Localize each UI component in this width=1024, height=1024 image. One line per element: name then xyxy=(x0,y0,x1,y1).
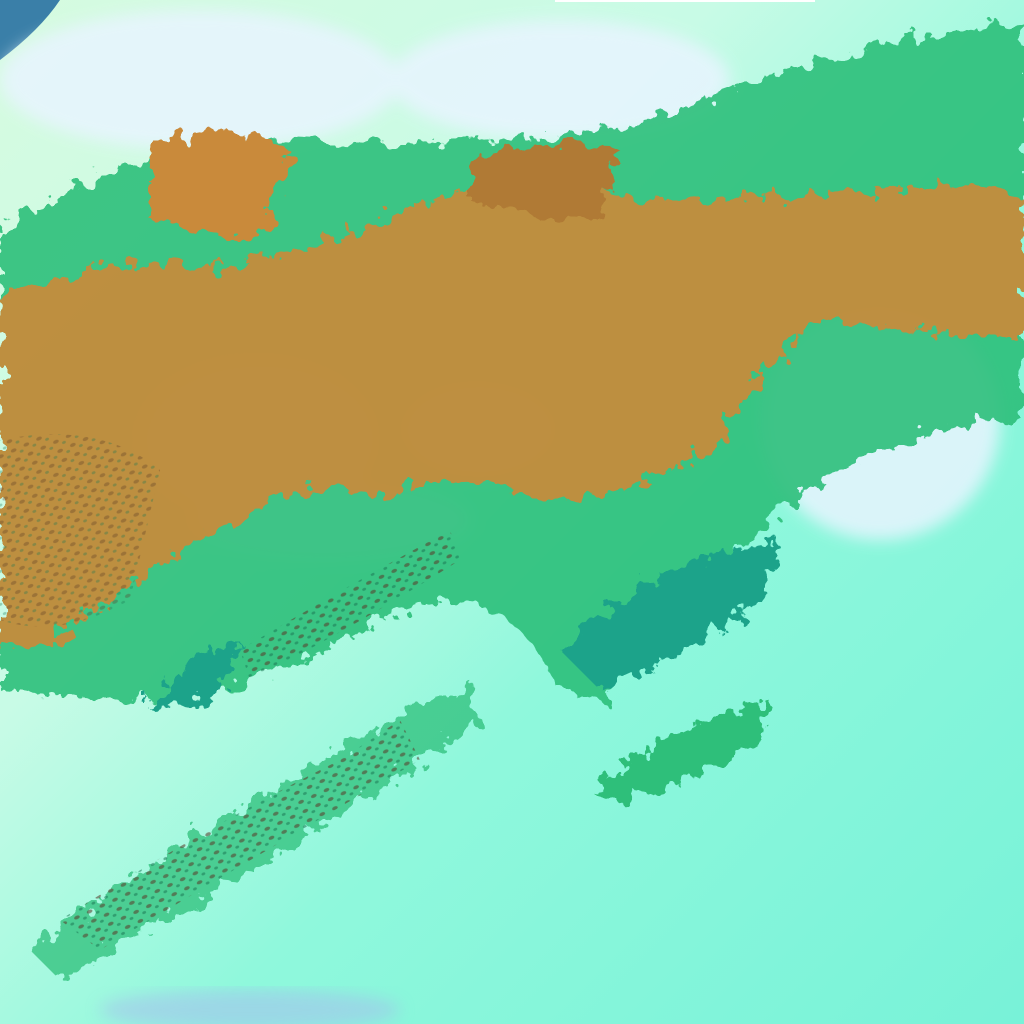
cumulus-streaks xyxy=(0,434,460,950)
ocean-corner xyxy=(0,0,60,60)
top-edge-strip xyxy=(555,0,815,2)
orange-cloud-core xyxy=(0,130,1024,650)
bottom-haze xyxy=(100,990,400,1024)
